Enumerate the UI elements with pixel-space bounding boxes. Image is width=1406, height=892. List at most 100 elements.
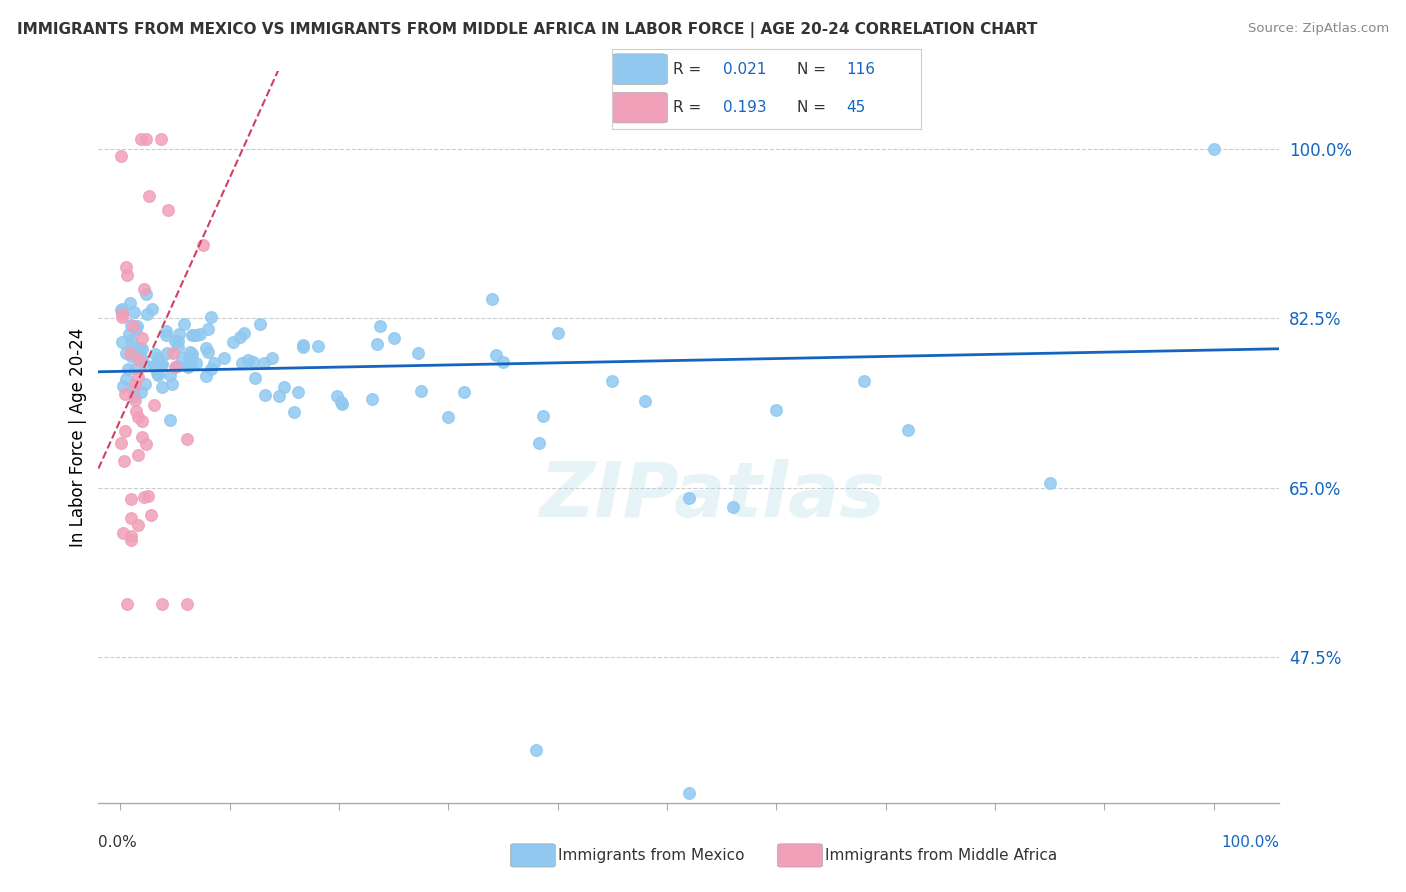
Point	[173, 317, 195, 331]
Point	[136, 490, 159, 504]
Point	[141, 301, 163, 316]
Point	[110, 148, 132, 162]
Point	[131, 132, 153, 146]
Point	[524, 742, 547, 756]
Text: R =: R =	[673, 100, 707, 115]
Point	[368, 319, 391, 334]
Point	[135, 307, 157, 321]
Point	[120, 333, 142, 347]
Point	[124, 378, 146, 392]
Point	[150, 357, 173, 371]
Point	[253, 355, 276, 369]
Point	[212, 351, 235, 366]
Point	[134, 376, 156, 391]
Point	[115, 597, 138, 611]
Point	[114, 372, 136, 386]
Point	[194, 369, 217, 384]
Point	[200, 362, 222, 376]
Point	[897, 423, 920, 437]
Point	[131, 331, 153, 345]
Point	[121, 318, 143, 333]
Point	[484, 348, 506, 362]
Point	[121, 339, 143, 353]
Point	[165, 359, 187, 374]
Point	[111, 307, 134, 321]
Point	[155, 324, 177, 338]
Text: 116: 116	[846, 62, 876, 77]
Point	[167, 334, 190, 349]
Point	[176, 432, 198, 446]
Point	[125, 404, 148, 418]
Point	[243, 371, 266, 385]
Text: ZIPatlas: ZIPatlas	[540, 458, 886, 533]
Point	[135, 287, 157, 301]
Text: N =: N =	[797, 100, 831, 115]
Point	[170, 351, 193, 365]
Point	[184, 328, 207, 343]
Point	[120, 318, 142, 332]
Point	[361, 392, 384, 406]
Point	[120, 350, 142, 364]
Point	[1202, 142, 1225, 156]
Point	[159, 413, 181, 427]
Point	[492, 355, 515, 369]
Point	[307, 339, 329, 353]
Point	[121, 382, 143, 396]
Point	[160, 376, 183, 391]
Point	[150, 379, 173, 393]
Point	[602, 375, 624, 389]
Point	[197, 345, 219, 359]
Point	[150, 597, 173, 611]
Text: 0.193: 0.193	[723, 100, 766, 115]
Point	[110, 302, 132, 317]
Text: IMMIGRANTS FROM MEXICO VS IMMIGRANTS FROM MIDDLE AFRICA IN LABOR FORCE | AGE 20-: IMMIGRANTS FROM MEXICO VS IMMIGRANTS FRO…	[17, 22, 1038, 38]
Point	[146, 366, 169, 380]
Point	[135, 132, 157, 146]
Point	[149, 132, 172, 146]
Point	[180, 327, 202, 342]
Point	[238, 353, 260, 368]
Point	[141, 508, 163, 522]
Point	[111, 302, 134, 317]
Point	[1039, 476, 1062, 491]
Point	[200, 310, 222, 324]
Text: Immigrants from Middle Africa: Immigrants from Middle Africa	[825, 848, 1057, 863]
Point	[110, 436, 132, 450]
Point	[148, 357, 170, 371]
Text: R =: R =	[673, 62, 707, 77]
Point	[125, 322, 148, 336]
Point	[531, 409, 554, 424]
Point	[382, 331, 405, 345]
Point	[481, 292, 503, 306]
Point	[179, 344, 201, 359]
Point	[124, 305, 146, 319]
Point	[190, 326, 212, 341]
FancyBboxPatch shape	[612, 54, 668, 85]
Point	[547, 326, 569, 340]
Point	[406, 345, 429, 359]
Point	[436, 410, 458, 425]
Point	[124, 393, 146, 408]
Point	[765, 403, 787, 417]
Point	[127, 448, 149, 462]
Point	[202, 356, 225, 370]
Point	[120, 492, 142, 507]
Point	[167, 341, 190, 355]
Point	[232, 326, 254, 341]
Point	[131, 414, 153, 428]
Point	[132, 282, 155, 296]
Point	[142, 359, 165, 373]
Point	[260, 351, 283, 366]
Point	[156, 346, 179, 360]
Point	[287, 385, 309, 400]
Point	[131, 430, 153, 444]
Point	[180, 346, 202, 360]
Point	[634, 393, 657, 408]
Point	[155, 327, 177, 342]
Point	[118, 326, 141, 341]
Point	[330, 397, 353, 411]
Text: 0.0%: 0.0%	[98, 836, 138, 850]
Point	[180, 356, 202, 370]
Point	[166, 359, 188, 373]
Point	[273, 380, 295, 394]
